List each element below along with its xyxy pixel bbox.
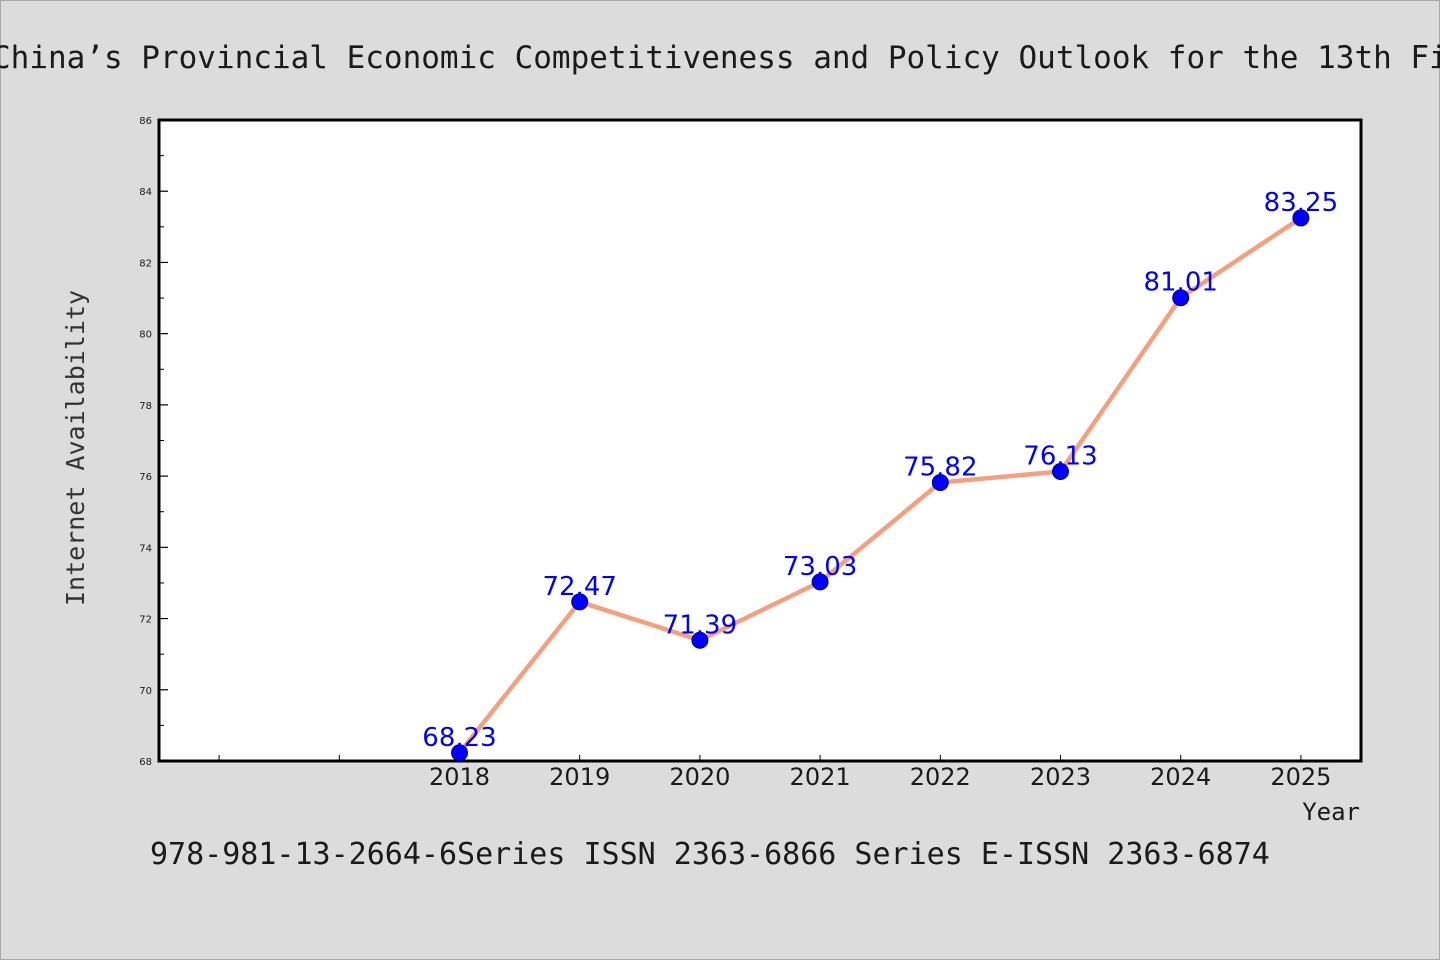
y-tick-label: 78	[139, 401, 152, 412]
x-axis: 2018 2019 2020 2021 2022 2023 2024 2025	[218, 755, 1331, 791]
y-tick-label: 84	[139, 187, 152, 198]
data-point	[1052, 462, 1069, 480]
x-tick-label: 2018	[429, 763, 490, 791]
data-point	[571, 593, 589, 611]
y-tick-label: 86	[139, 116, 152, 127]
x-tick-label: 2020	[669, 763, 730, 791]
data-point	[451, 744, 468, 762]
data-label: 73.03	[783, 552, 857, 582]
y-tick-label: 68	[139, 757, 152, 768]
y-tick-label: 74	[139, 543, 152, 554]
data-label: 81.01	[1143, 268, 1217, 298]
x-tick-label: 2022	[910, 763, 971, 791]
y-axis-label: Internet Availability	[61, 290, 90, 606]
footer-isbn-issn: 978-981-13-2664-6Series ISSN 2363-6866 S…	[150, 837, 1270, 872]
x-tick-label: 2025	[1270, 763, 1331, 791]
data-label: 68.23	[422, 723, 496, 753]
x-axis-label: Year	[1302, 798, 1360, 826]
y-axis: 68 70 72 74 76 78 80 82 84 86	[139, 116, 168, 768]
x-tick-label: 2019	[549, 763, 610, 791]
series-line	[457, 215, 1304, 756]
data-point	[811, 573, 829, 591]
plot-area	[157, 118, 1363, 763]
data-label: 71.39	[663, 610, 737, 640]
y-tick-label: 70	[139, 686, 152, 697]
x-tick-label: 2024	[1150, 763, 1211, 791]
y-tick-label: 72	[139, 615, 152, 626]
data-point	[1292, 209, 1310, 227]
data-label: 83.25	[1264, 188, 1338, 218]
x-tick-label: 2021	[790, 763, 851, 791]
y-tick-label: 76	[139, 472, 152, 483]
data-point	[931, 474, 949, 492]
data-point	[1172, 289, 1190, 307]
data-label: 75.82	[903, 453, 977, 483]
data-point	[691, 631, 709, 649]
data-label: 72.47	[542, 572, 616, 602]
chart-title: China’s Provincial Economic Competitiven…	[0, 40, 1440, 76]
data-label: 76.13	[1023, 441, 1097, 471]
x-tick-label: 2023	[1030, 763, 1091, 791]
series-layer: 68.23 72.47 71.39 73.03 75.82 76.13 81.01 83.25	[422, 188, 1338, 762]
y-tick-label: 80	[139, 330, 152, 341]
y-tick-label: 82	[139, 258, 152, 269]
